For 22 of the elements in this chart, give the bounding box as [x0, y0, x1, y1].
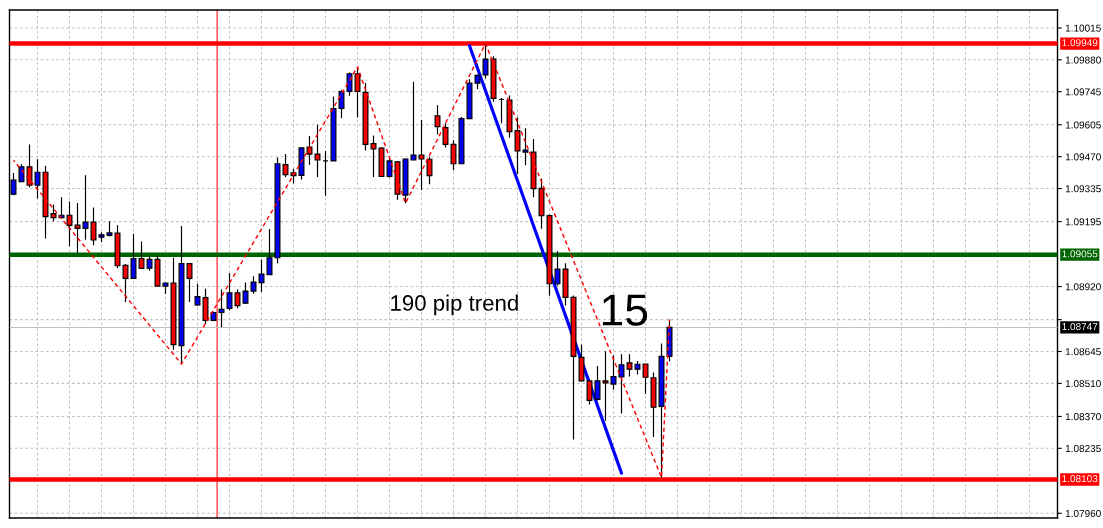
y-tick-label: 1.10015: [1065, 24, 1101, 32]
ref-line-label: 1.09055: [1062, 250, 1098, 258]
y-tick-label: 1.09605: [1065, 121, 1101, 129]
y-tick-label: 1.09195: [1065, 218, 1101, 226]
candlestick: [498, 97, 505, 124]
y-tick-label: 1.09335: [1065, 185, 1101, 193]
annotation: 190 pip trend: [391, 294, 518, 316]
ref-line-label: 1.08747: [1062, 323, 1098, 331]
y-tick-label: 1.09745: [1065, 88, 1101, 96]
ref-line-label: 1.09949: [1062, 39, 1098, 47]
candlestick: [322, 150, 329, 197]
ref-line-label: 1.08103: [1062, 475, 1098, 483]
y-tick-label: 1.08920: [1065, 283, 1101, 291]
candlestick: [434, 104, 441, 136]
y-tick-label: 1.08370: [1065, 413, 1101, 421]
y-tick-label: 1.08510: [1065, 380, 1101, 388]
y-tick-label: 1.09880: [1065, 56, 1101, 64]
annotation: 15: [602, 294, 648, 326]
y-tick-label: 1.08645: [1065, 348, 1101, 356]
y-tick-label: 1.07960: [1065, 509, 1101, 517]
y-tick-label: 1.08235: [1065, 444, 1101, 453]
y-tick-label: 1.09470: [1065, 153, 1101, 161]
